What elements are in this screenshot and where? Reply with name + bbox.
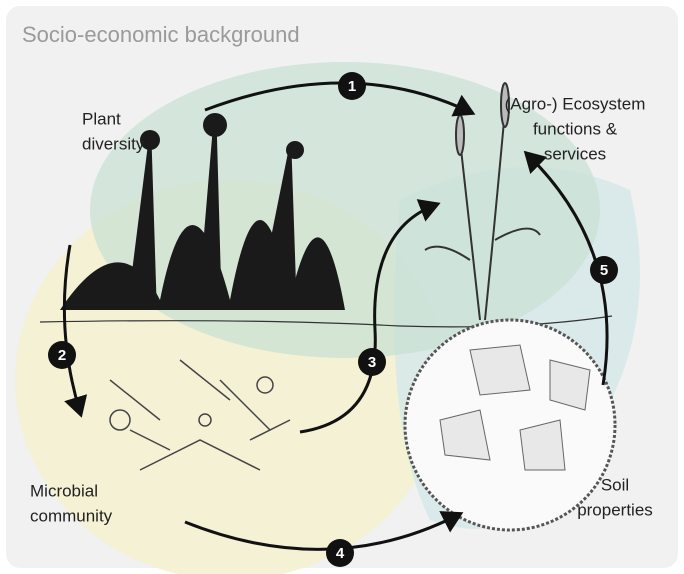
arrow (62, 244, 88, 418)
ground-line (39, 315, 613, 328)
step-number: 2 (58, 347, 66, 364)
step-badge (358, 348, 386, 376)
labels: Plant diversity (Agro-) Ecosystem functions… (30, 94, 653, 525)
step-badge (338, 72, 366, 100)
step-number: 4 (336, 545, 345, 562)
arrow (184, 511, 464, 551)
title: Socio-economic background (22, 22, 300, 47)
label: diversity (82, 134, 145, 153)
step-badge (326, 539, 354, 567)
label: Plant (82, 109, 121, 128)
step-number: 5 (600, 262, 608, 279)
label: functions & (533, 119, 618, 138)
microbes (109, 359, 291, 471)
steps: 1 2 3 4 5 (48, 72, 618, 567)
soil-aggregates (439, 344, 591, 471)
label: Microbial (30, 481, 98, 500)
arrow (299, 199, 441, 434)
label: Soil (601, 475, 629, 494)
wheat (424, 82, 541, 321)
step-badge (590, 256, 618, 284)
step-badge (48, 341, 76, 369)
label: properties (577, 500, 653, 519)
step-number: 1 (348, 78, 356, 95)
label: (Agro-) Ecosystem (505, 94, 646, 113)
plant-community (60, 113, 345, 310)
step-number: 3 (368, 354, 376, 371)
label: community (30, 506, 113, 525)
label: services (544, 144, 606, 163)
